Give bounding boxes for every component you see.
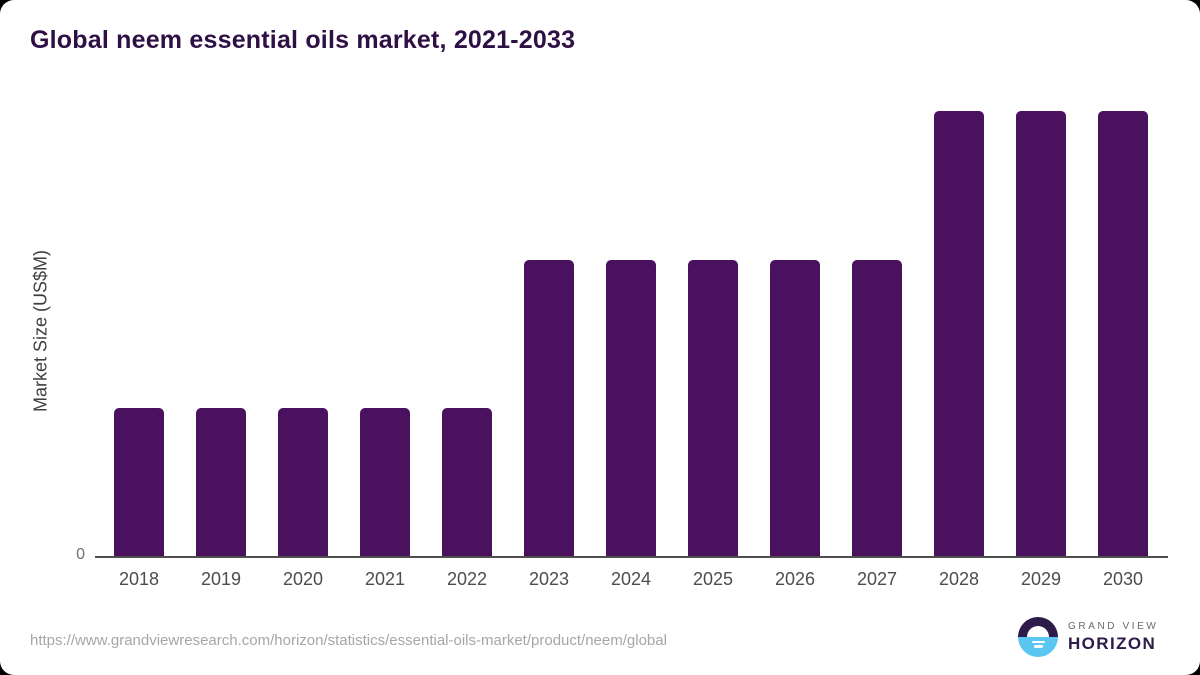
x-tick-2029: 2029	[1020, 569, 1062, 589]
bar-2020	[278, 408, 328, 557]
bar-2029	[1016, 111, 1066, 557]
x-tick-2024: 2024	[610, 569, 652, 589]
bar-2019	[196, 408, 246, 557]
x-tick-2022: 2022	[446, 569, 488, 589]
y-axis-label: Market Size (US$M)	[30, 249, 51, 413]
x-tick-2025: 2025	[692, 569, 734, 589]
logo-text-horizon: HORIZON	[1068, 633, 1157, 653]
x-tick-2026: 2026	[774, 569, 816, 589]
bar-2027	[852, 260, 902, 557]
reflection-line-1	[1031, 640, 1045, 643]
y-tick-zero: 0	[76, 546, 85, 563]
x-axis-line	[95, 556, 1168, 558]
bar-2022	[442, 408, 492, 557]
plot-area	[95, 111, 1168, 557]
bar-2018	[114, 408, 164, 557]
x-tick-2020: 2020	[282, 569, 324, 589]
x-tick-2019: 2019	[200, 569, 242, 589]
x-tick-2028: 2028	[938, 569, 980, 589]
x-tick-2030: 2030	[1102, 569, 1144, 589]
grand-view-horizon-logo: GRAND VIEW HORIZON	[1018, 617, 1158, 657]
x-axis-labels: 2018 2019 2020 2021 2022 2023 2024 2025 2026 2027…	[95, 569, 1168, 597]
reflection-line-2	[1033, 645, 1043, 648]
x-tick-2027: 2027	[856, 569, 898, 589]
x-tick-2021: 2021	[364, 569, 406, 589]
bar-2024	[606, 260, 656, 557]
sun-dome-shape	[1027, 626, 1049, 637]
logo-text: GRAND VIEW HORIZON	[1068, 621, 1158, 654]
bar-2023	[524, 260, 574, 557]
x-tick-2018: 2018	[118, 569, 160, 589]
logo-text-grand-view: GRAND VIEW	[1068, 620, 1159, 632]
horizon-sunset-icon	[1018, 617, 1058, 657]
bar-2021	[360, 408, 410, 557]
bar-2026	[770, 260, 820, 557]
x-tick-2023: 2023	[528, 569, 570, 589]
bar-2030	[1098, 111, 1148, 557]
source-url: https://www.grandviewresearch.com/horizo…	[30, 632, 667, 649]
bar-2028	[934, 111, 984, 557]
chart-title: Global neem essential oils market, 2021-…	[30, 26, 576, 54]
bar-2025	[688, 260, 738, 557]
